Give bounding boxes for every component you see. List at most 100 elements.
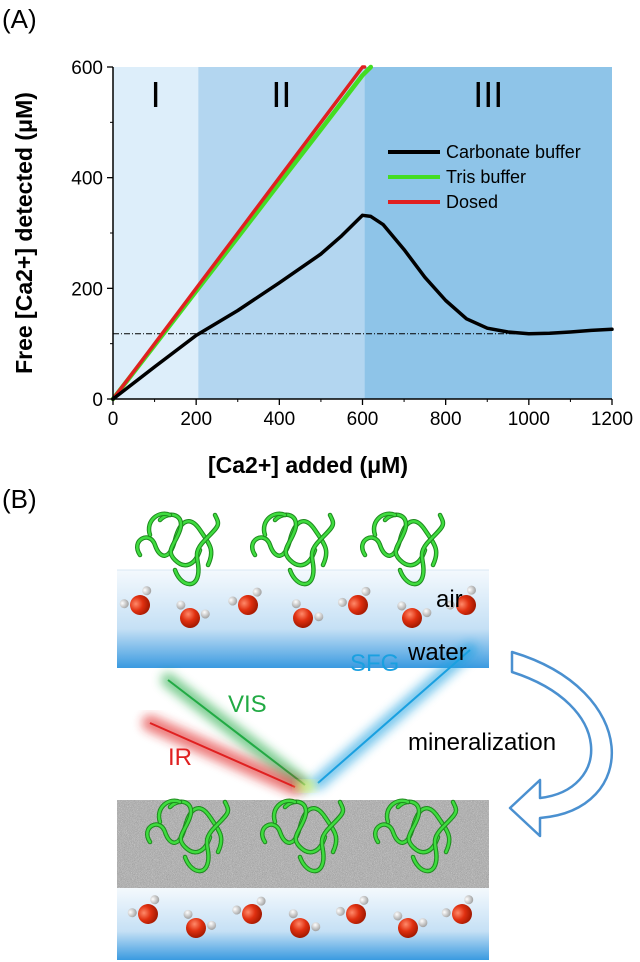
y-tick-label: 400 bbox=[71, 169, 103, 190]
x-tick-label: 600 bbox=[347, 409, 379, 430]
y-tick-label: 200 bbox=[71, 279, 103, 300]
region-bands bbox=[113, 67, 612, 399]
series-line-dosed bbox=[111, 65, 367, 401]
water-molecule bbox=[441, 895, 474, 924]
x-tick-label: 800 bbox=[430, 409, 462, 430]
hydrogen-atom bbox=[464, 895, 474, 905]
beam-focus-spot bbox=[296, 781, 316, 791]
oxygen-atom bbox=[242, 904, 262, 924]
protein-ribbon bbox=[157, 799, 182, 824]
hydrogen-atom bbox=[466, 585, 476, 595]
oxygen-atom bbox=[293, 608, 313, 628]
hydrogen-atom bbox=[441, 908, 451, 918]
region-labels: I II III bbox=[151, 74, 504, 115]
oxygen-atom bbox=[290, 918, 310, 938]
hydrogen-atom bbox=[397, 601, 407, 611]
hydrogen-atom bbox=[393, 911, 403, 921]
oxygen-atom bbox=[138, 904, 158, 924]
protein-ribbon bbox=[396, 800, 440, 854]
protein-ribbon bbox=[147, 512, 172, 537]
protein-ribbon bbox=[283, 800, 327, 854]
protein-ribbon bbox=[273, 513, 317, 567]
water-molecule bbox=[335, 895, 369, 924]
protein-structure bbox=[145, 798, 231, 874]
ir-label: IR bbox=[168, 744, 192, 771]
oxygen-atom bbox=[456, 595, 476, 615]
series-line-carbonate-buffer bbox=[111, 213, 614, 401]
protein-ribbon bbox=[298, 800, 345, 873]
hydrogen-atom bbox=[252, 587, 262, 597]
protein-structure bbox=[135, 511, 221, 587]
water-molecule bbox=[337, 586, 371, 615]
oxygen-atom bbox=[186, 918, 206, 938]
hydrogen-atom bbox=[176, 600, 186, 610]
x-tick-label: 400 bbox=[263, 409, 295, 430]
oxygen-atom bbox=[452, 904, 472, 924]
protein-ribbon bbox=[398, 513, 445, 586]
protein-ribbon bbox=[272, 799, 297, 824]
water-molecule bbox=[232, 896, 266, 924]
region-band-3 bbox=[364, 67, 612, 399]
hydrogen-atom bbox=[256, 896, 266, 906]
series-lines bbox=[110, 64, 614, 402]
oxygen-atom bbox=[130, 595, 150, 615]
x-tick-labels: 0 200 400 600 800 1000 1200 bbox=[108, 399, 633, 430]
region-band-2 bbox=[198, 67, 365, 399]
oxygen-atom bbox=[402, 608, 422, 628]
protein-structure bbox=[260, 798, 346, 874]
hydrogen-atom bbox=[228, 596, 238, 606]
oxygen-atom bbox=[180, 608, 200, 628]
hydrogen-atom bbox=[150, 895, 160, 905]
water-molecule bbox=[119, 586, 152, 615]
ir-beam bbox=[149, 722, 296, 788]
protein-ribbon bbox=[183, 800, 230, 873]
protein-structure bbox=[360, 511, 446, 587]
water-molecule bbox=[127, 895, 160, 924]
protein-ribbon bbox=[383, 513, 427, 567]
x-tick-label: 200 bbox=[180, 409, 212, 430]
protein-ribbon bbox=[288, 513, 335, 586]
oxygen-atom bbox=[238, 595, 258, 615]
vis-label: VIS bbox=[228, 691, 267, 718]
water-molecule bbox=[397, 601, 432, 628]
hydrogen-atom bbox=[337, 597, 347, 607]
sfg-beam bbox=[317, 649, 471, 784]
hydrogen-atom bbox=[418, 918, 428, 928]
water-molecule bbox=[445, 585, 476, 615]
hydrogen-atom bbox=[422, 608, 432, 618]
hydrogen-atom bbox=[207, 920, 217, 930]
region-label-1: I bbox=[151, 74, 161, 115]
hydrogen-atom bbox=[127, 908, 137, 918]
legend: Carbonate buffer Tris buffer Dosed bbox=[388, 142, 581, 212]
region-label-2: II bbox=[271, 74, 291, 115]
y-tick-labels: 0 200 400 600 bbox=[71, 58, 113, 411]
sfg-label: SFG bbox=[350, 650, 399, 677]
hydrogen-atom bbox=[361, 586, 371, 596]
x-axis-title: [Ca2+] added (μM) bbox=[208, 452, 408, 478]
hydrogen-atom bbox=[445, 600, 455, 610]
protein-ribbon bbox=[385, 799, 410, 824]
water-molecule-group bbox=[119, 585, 476, 938]
protein-ribbon bbox=[411, 800, 458, 873]
air-label: air bbox=[436, 586, 463, 613]
legend-label-carbonate-buffer: Carbonate buffer bbox=[446, 142, 581, 162]
protein-group bbox=[135, 511, 459, 874]
protein-ribbon bbox=[372, 512, 397, 537]
panel-b-label: (B) bbox=[2, 484, 37, 514]
hydrogen-atom bbox=[119, 599, 129, 609]
protein-ribbon bbox=[158, 513, 202, 567]
hydrogen-atom bbox=[359, 895, 369, 905]
x-tick-label: 1200 bbox=[591, 409, 633, 430]
oxygen-atom bbox=[346, 904, 366, 924]
protein-ribbon bbox=[168, 800, 212, 854]
hydrogen-atom bbox=[335, 906, 345, 916]
oxygen-atom bbox=[398, 918, 418, 938]
water-label: water bbox=[407, 639, 467, 666]
water-molecule bbox=[291, 599, 324, 628]
protein-structure bbox=[373, 798, 459, 874]
hydrogen-atom bbox=[232, 905, 242, 915]
water-molecule bbox=[176, 600, 210, 628]
calcium-chart: I II III 0 200 400 600 800 1000 1200 0200400600 … bbox=[71, 58, 633, 430]
mineralization-label: mineralization bbox=[408, 729, 556, 756]
water-molecule bbox=[228, 587, 262, 615]
